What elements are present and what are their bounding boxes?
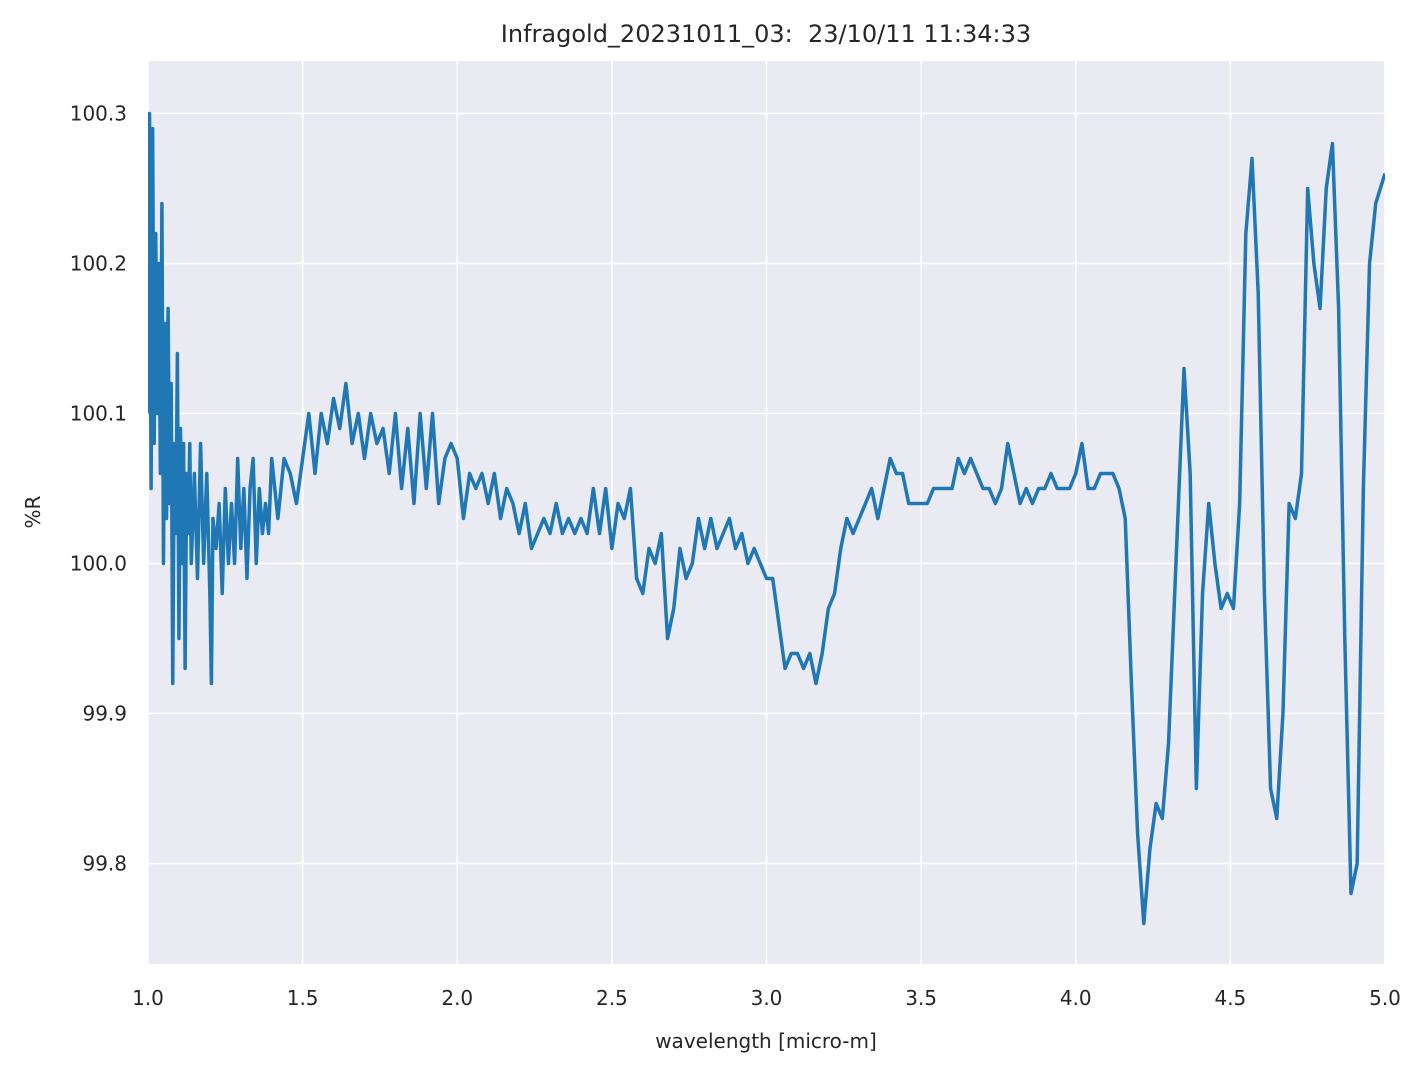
y-tick-label: 100.2 bbox=[70, 252, 127, 276]
y-tick-label: 100.1 bbox=[70, 402, 127, 426]
x-tick-label: 4.0 bbox=[1060, 986, 1092, 1010]
data-line bbox=[148, 111, 1385, 926]
x-tick-label: 3.5 bbox=[905, 986, 937, 1010]
y-tick-label: 99.8 bbox=[82, 852, 127, 876]
x-axis-label: wavelength [micro-m] bbox=[655, 1029, 877, 1053]
y-tick-label: 99.9 bbox=[82, 702, 127, 726]
y-axis-label: %R bbox=[21, 495, 45, 528]
x-tick-label: 1.5 bbox=[287, 986, 319, 1010]
x-tick-label: 2.0 bbox=[441, 986, 473, 1010]
x-tick-label: 5.0 bbox=[1369, 986, 1401, 1010]
x-tick-label: 3.0 bbox=[751, 986, 783, 1010]
y-tick-label: 100.3 bbox=[70, 102, 127, 126]
x-tick-label: 4.5 bbox=[1214, 986, 1246, 1010]
x-tick-label: 1.0 bbox=[132, 986, 164, 1010]
chart-title: Infragold_20231011_03: 23/10/11 11:34:33 bbox=[501, 20, 1031, 48]
x-tick-label: 2.5 bbox=[596, 986, 628, 1010]
y-tick-label: 100.0 bbox=[70, 552, 127, 576]
